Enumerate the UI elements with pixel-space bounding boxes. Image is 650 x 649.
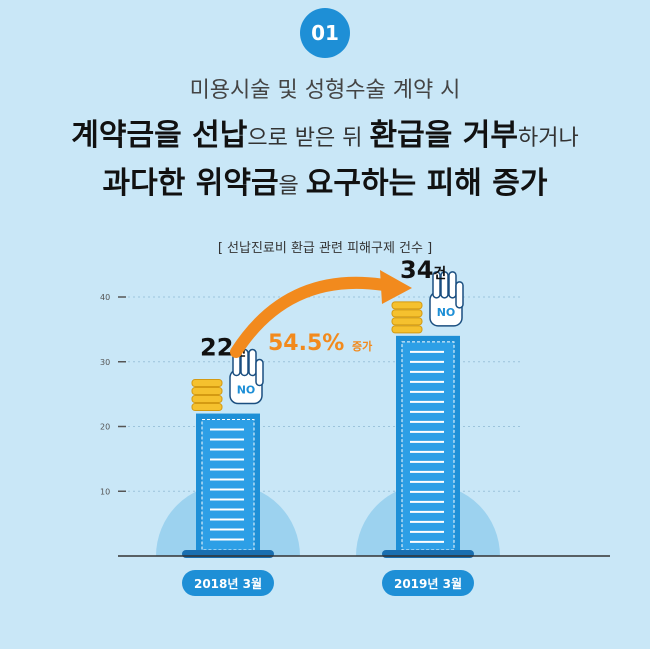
headline-emph-3: 과다한 위약금 bbox=[102, 166, 279, 201]
ytick-label: 40 bbox=[100, 293, 110, 302]
headline-text-1: 으로 받은 뒤 bbox=[247, 126, 370, 151]
step-badge: 01 bbox=[300, 8, 350, 58]
chart-title: [ 선납진료비 환급 관련 피해구제 건수 ] bbox=[217, 241, 433, 256]
ytick-label: 10 bbox=[100, 487, 110, 496]
coin bbox=[391, 309, 423, 318]
coin bbox=[391, 325, 423, 334]
headline-emph-2: 환급을 거부 bbox=[369, 118, 518, 153]
coin bbox=[191, 387, 223, 396]
growth-suffix: 증가 bbox=[352, 339, 372, 353]
hand-finger bbox=[448, 271, 457, 299]
bar-document bbox=[201, 419, 255, 551]
growth-value: 54.5% bbox=[268, 331, 352, 356]
bar-base bbox=[382, 550, 474, 558]
headline-text-3: 을 bbox=[278, 174, 306, 199]
bar-value: 34 bbox=[400, 256, 433, 284]
bar-base bbox=[182, 550, 274, 558]
headline-emph-4: 요구하는 피해 증가 bbox=[305, 166, 548, 201]
hand-finger bbox=[255, 358, 264, 387]
headline-line3: 과다한 위약금을 요구하는 피해 증가 bbox=[0, 158, 650, 202]
coin bbox=[191, 403, 223, 412]
bar-value-label: 34건 bbox=[400, 256, 446, 284]
headline-line2: 계약금을 선납으로 받은 뒤 환급을 거부하거나 bbox=[0, 110, 650, 154]
bar-value: 22 bbox=[200, 334, 233, 362]
headline-emph-1: 계약금을 선납 bbox=[71, 118, 248, 153]
category-pill bbox=[382, 570, 474, 596]
ytick-label: 30 bbox=[100, 358, 110, 367]
coin bbox=[191, 395, 223, 404]
bar-document bbox=[401, 341, 455, 551]
growth-arrowhead bbox=[380, 270, 412, 304]
hand-finger bbox=[440, 271, 449, 299]
bar-value-unit: 건 bbox=[433, 265, 446, 282]
category-label: 2019년 3월 bbox=[394, 576, 462, 591]
coin bbox=[391, 301, 423, 310]
growth-arrow bbox=[230, 276, 396, 358]
hand-label: NO bbox=[437, 306, 456, 319]
hand-finger bbox=[248, 348, 257, 377]
coin bbox=[191, 379, 223, 388]
ytick-label: 20 bbox=[100, 423, 110, 432]
headline-line1: 미용시술 및 성형수술 계약 시 bbox=[189, 78, 461, 103]
hand-finger bbox=[432, 271, 441, 299]
headline-text-2: 하거나 bbox=[517, 126, 579, 151]
coin bbox=[391, 317, 423, 326]
hand-label: NO bbox=[237, 384, 256, 397]
hand-finger bbox=[455, 281, 464, 309]
growth-annotation: 54.5% 증가 bbox=[268, 331, 372, 356]
category-pill bbox=[182, 570, 274, 596]
category-label: 2018년 3월 bbox=[194, 576, 262, 591]
